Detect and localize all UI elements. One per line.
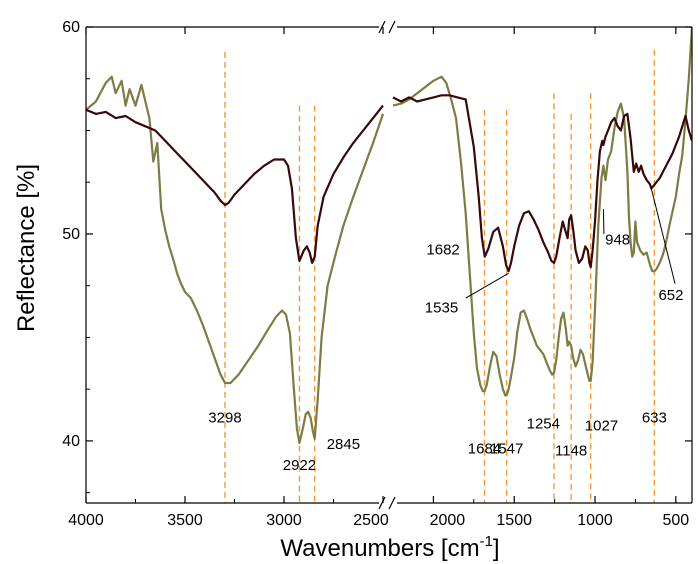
peak-label-948: 948 — [605, 231, 630, 248]
leader-line-1 — [650, 188, 676, 284]
y-axis-title: Reflectance [%] — [13, 164, 40, 332]
break-mark-b-0 — [388, 20, 396, 34]
series-olive-right — [392, 27, 692, 397]
break-mark-a-1 — [378, 496, 386, 510]
series-dark-left — [86, 104, 384, 264]
y-tick-label: 60 — [62, 19, 80, 36]
leader-line-0 — [465, 272, 509, 299]
peak-label-1682: 1682 — [426, 242, 459, 259]
x-tick-label: 3000 — [266, 512, 302, 529]
x-tick-label: 1500 — [496, 512, 532, 529]
labels: 40 50 60 4000 3500 3000 2500 2000 1500 1000 500 329… — [62, 19, 689, 529]
peak-label-1684: 1684 — [468, 440, 501, 457]
peak-label-1254: 1254 — [527, 415, 560, 432]
peak-label-1148: 1148 — [555, 442, 587, 459]
x-tick-label: 2500 — [353, 512, 389, 529]
peak-label-2845: 2845 — [327, 436, 360, 453]
break-mark-a-0 — [378, 20, 386, 34]
peak-label-652: 652 — [658, 287, 683, 304]
peak-label-3298: 3298 — [208, 409, 241, 426]
series-dark-right — [392, 94, 692, 273]
peak-label-633: 633 — [642, 409, 667, 426]
axes — [85, 20, 693, 510]
peak-label-2922: 2922 — [283, 457, 316, 474]
series-group — [86, 27, 692, 445]
x-tick-label: 4000 — [68, 512, 104, 529]
x-axis-title: Wavenumbers [cm-1] — [280, 533, 499, 562]
plot-area — [86, 27, 692, 503]
peak-label-1535: 1535 — [425, 300, 458, 317]
y-tick-label: 50 — [62, 226, 80, 243]
x-tick-label: 500 — [662, 512, 689, 529]
x-tick-label: 2000 — [430, 512, 466, 529]
peak-label-1027: 1027 — [585, 418, 618, 435]
x-tick-label: 3500 — [167, 512, 203, 529]
peak-label-1547: 1547 — [490, 440, 523, 457]
series-olive-left — [86, 75, 385, 445]
x-tick-label: 1000 — [577, 512, 613, 529]
break-mark-b-1 — [388, 496, 396, 510]
y-tick-label: 40 — [62, 433, 80, 450]
